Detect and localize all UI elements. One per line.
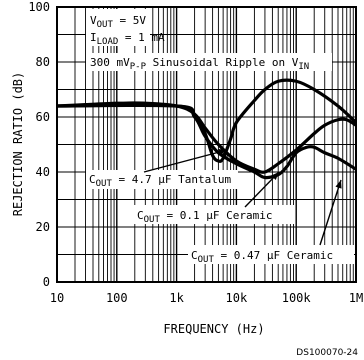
- x-axis-label: FREQUENCY (Hz): [163, 322, 264, 336]
- x-tick-label: 1M: [349, 291, 363, 305]
- vout-condition: VOUT = 5V: [90, 14, 146, 30]
- y-tick-label: 80: [36, 55, 50, 69]
- y-tick-label: 40: [36, 165, 50, 179]
- callout-ceramic-0-47uf-arrowhead: [335, 180, 342, 189]
- series-line-ceramic-0-47uf: [56, 103, 357, 180]
- callout-tantalum-leader: [143, 149, 228, 173]
- callout-ceramic-0-47uf-leader: [319, 179, 342, 246]
- callout-ceramic-0-1uf-bg: [134, 205, 294, 224]
- y-tick-label: 0: [43, 275, 50, 289]
- y-axis-label: REJECTION RATIO (dB): [11, 72, 25, 217]
- x-tick-label: 100: [106, 291, 128, 305]
- y-tick-label: 100: [28, 0, 50, 14]
- conditions-box-bg: [86, 9, 150, 46]
- plot-frame: [56, 6, 357, 283]
- y-tick-label: 60: [36, 110, 50, 124]
- figure-code: DS100070-24: [296, 348, 358, 358]
- axis-tick-labels: 10 100 1k 10k 100k 1M 0 20 40 60 80 100: [28, 0, 363, 305]
- data-series: [56, 78, 358, 180]
- ripple-condition: 300 mVP-P Sinusoidal Ripple on VIN: [90, 56, 309, 72]
- series-line-tantalum-4-7uf: [56, 78, 358, 163]
- y-tick-label: 20: [36, 220, 50, 234]
- chart-grid: [56, 6, 356, 283]
- callout-tantalum-bg: [86, 170, 238, 189]
- callout-ceramic-0-1uf-leader: [244, 171, 280, 208]
- x-tick-label: 10k: [226, 291, 248, 305]
- callout-ceramic-0-47uf-bg: [188, 245, 354, 264]
- iload-condition: ILOAD = 1 mA: [90, 31, 165, 47]
- callout-tantalum-label: COUT = 4.7 μF Tantalum: [89, 173, 231, 189]
- ripple-label-bg: [86, 53, 332, 71]
- callout-ceramic-0-1uf-label: COUT = 0.1 μF Ceramic: [137, 209, 272, 225]
- x-tick-label: 10: [50, 291, 64, 305]
- callout-ceramic-0-1uf-arrowhead: [271, 172, 279, 180]
- x-tick-label: 100k: [282, 291, 312, 305]
- series-callouts: COUT = 4.7 μF Tantalum COUT = 0.1 μF Cera…: [86, 148, 354, 265]
- callout-tantalum-arrowhead: [218, 148, 227, 156]
- callout-ceramic-0-47uf-label: COUT = 0.47 μF Ceramic: [191, 249, 333, 265]
- x-tick-label: 1k: [169, 291, 184, 305]
